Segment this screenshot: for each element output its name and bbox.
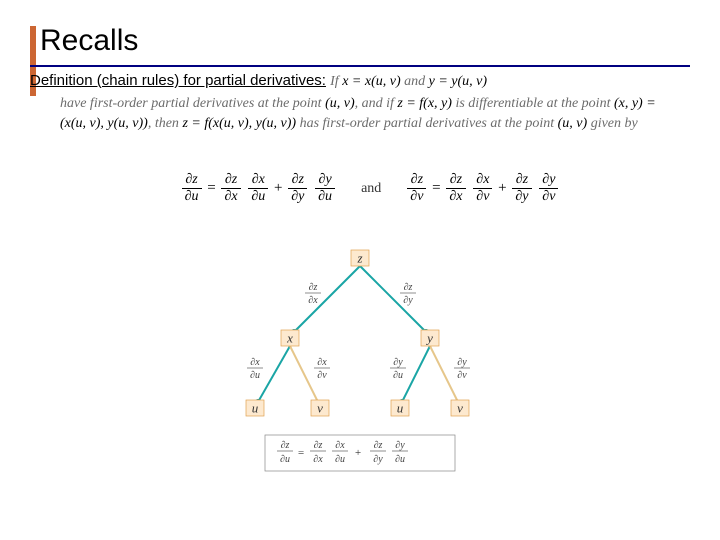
svg-text:u: u: [397, 401, 404, 416]
theorem-body: have first-order partial derivatives at …: [60, 94, 680, 135]
svg-text:∂y: ∂y: [373, 454, 383, 465]
theorem-text: and: [401, 74, 429, 89]
theorem-text: given by: [587, 116, 638, 131]
edge-label-xv: ∂x ∂v: [314, 357, 330, 381]
svg-text:∂u: ∂u: [393, 370, 403, 381]
theorem-text: If: [330, 74, 342, 89]
title-rule: [30, 65, 690, 67]
edge-label-yu: ∂y ∂u: [390, 357, 406, 381]
svg-text:∂x: ∂x: [317, 357, 327, 368]
svg-text:v: v: [317, 401, 323, 416]
title-block: Recalls: [40, 24, 138, 58]
math-inline: (u, v): [558, 116, 588, 131]
svg-text:∂z: ∂z: [314, 440, 323, 451]
theorem-text: have first-order partial derivatives at …: [60, 96, 325, 111]
svg-text:∂z: ∂z: [374, 440, 383, 451]
svg-text:∂y: ∂y: [457, 357, 467, 368]
svg-text:∂v: ∂v: [317, 370, 327, 381]
svg-text:∂z: ∂z: [404, 282, 413, 293]
svg-text:∂u: ∂u: [280, 454, 290, 465]
formula-u: ∂z∂u = ∂z∂x ∂x∂u + ∂z∂y ∂y∂u: [180, 172, 337, 205]
math-inline: z = f(x, y): [397, 96, 452, 111]
svg-text:u: u: [252, 401, 259, 416]
edge-label-xu: ∂x ∂u: [247, 357, 263, 381]
boxed-chain-rule-u: ∂z ∂u = ∂z ∂x ∂x ∂u + ∂z ∂y ∂y: [265, 435, 455, 471]
edge-label-yv: ∂y ∂v: [454, 357, 470, 381]
theorem-text: is differentiable at the point: [452, 96, 614, 111]
svg-text:=: =: [297, 447, 304, 459]
tree-node-y: y: [421, 330, 439, 346]
tree-node-x: x: [281, 330, 299, 346]
tree-diagram: z x y u v u v: [200, 240, 520, 500]
theorem-text: , and if: [355, 96, 398, 111]
math-inline: x = x(u, v): [342, 74, 400, 89]
math-inline: y = y(u, v): [429, 74, 487, 89]
svg-text:x: x: [286, 331, 293, 346]
tree-node-u2: u: [391, 400, 409, 416]
tree-node-u1: u: [246, 400, 264, 416]
svg-text:z: z: [356, 251, 362, 266]
svg-text:∂y: ∂y: [403, 295, 413, 306]
chain-rule-formulas: ∂z∂u = ∂z∂x ∂x∂u + ∂z∂y ∂y∂u and ∂z∂v = …: [60, 172, 680, 205]
svg-text:∂x: ∂x: [308, 295, 318, 306]
svg-text:∂x: ∂x: [335, 440, 345, 451]
svg-text:y: y: [425, 331, 433, 346]
svg-text:v: v: [457, 401, 463, 416]
svg-text:∂u: ∂u: [395, 454, 405, 465]
svg-text:∂u: ∂u: [250, 370, 260, 381]
edge-label-zx: ∂z ∂x: [305, 282, 321, 306]
svg-text:∂z: ∂z: [281, 440, 290, 451]
tree-node-z: z: [351, 250, 369, 266]
definition-line: Definition (chain rules) for partial der…: [30, 72, 690, 92]
svg-text:∂x: ∂x: [313, 454, 323, 465]
definition-lead: Definition (chain rules) for partial der…: [30, 72, 326, 89]
page-title: Recalls: [40, 24, 138, 57]
and-word: and: [361, 181, 381, 197]
theorem-text: , then: [148, 116, 183, 131]
tree-node-v2: v: [451, 400, 469, 416]
svg-text:+: +: [354, 447, 361, 459]
tree-node-v1: v: [311, 400, 329, 416]
svg-text:∂u: ∂u: [335, 454, 345, 465]
theorem-text: has first-order partial derivatives at t…: [296, 116, 558, 131]
math-inline: (u, v): [325, 96, 355, 111]
svg-text:∂z: ∂z: [309, 282, 318, 293]
edge-label-zy: ∂z ∂y: [400, 282, 416, 306]
svg-text:∂y: ∂y: [393, 357, 403, 368]
svg-text:∂v: ∂v: [457, 370, 467, 381]
svg-text:∂x: ∂x: [250, 357, 260, 368]
math-inline: z = f(x(u, v), y(u, v)): [182, 116, 296, 131]
slide: Recalls Definition (chain rules) for par…: [0, 0, 720, 540]
formula-v: ∂z∂v = ∂z∂x ∂x∂v + ∂z∂y ∂y∂v: [405, 172, 560, 205]
svg-text:∂y: ∂y: [395, 440, 405, 451]
